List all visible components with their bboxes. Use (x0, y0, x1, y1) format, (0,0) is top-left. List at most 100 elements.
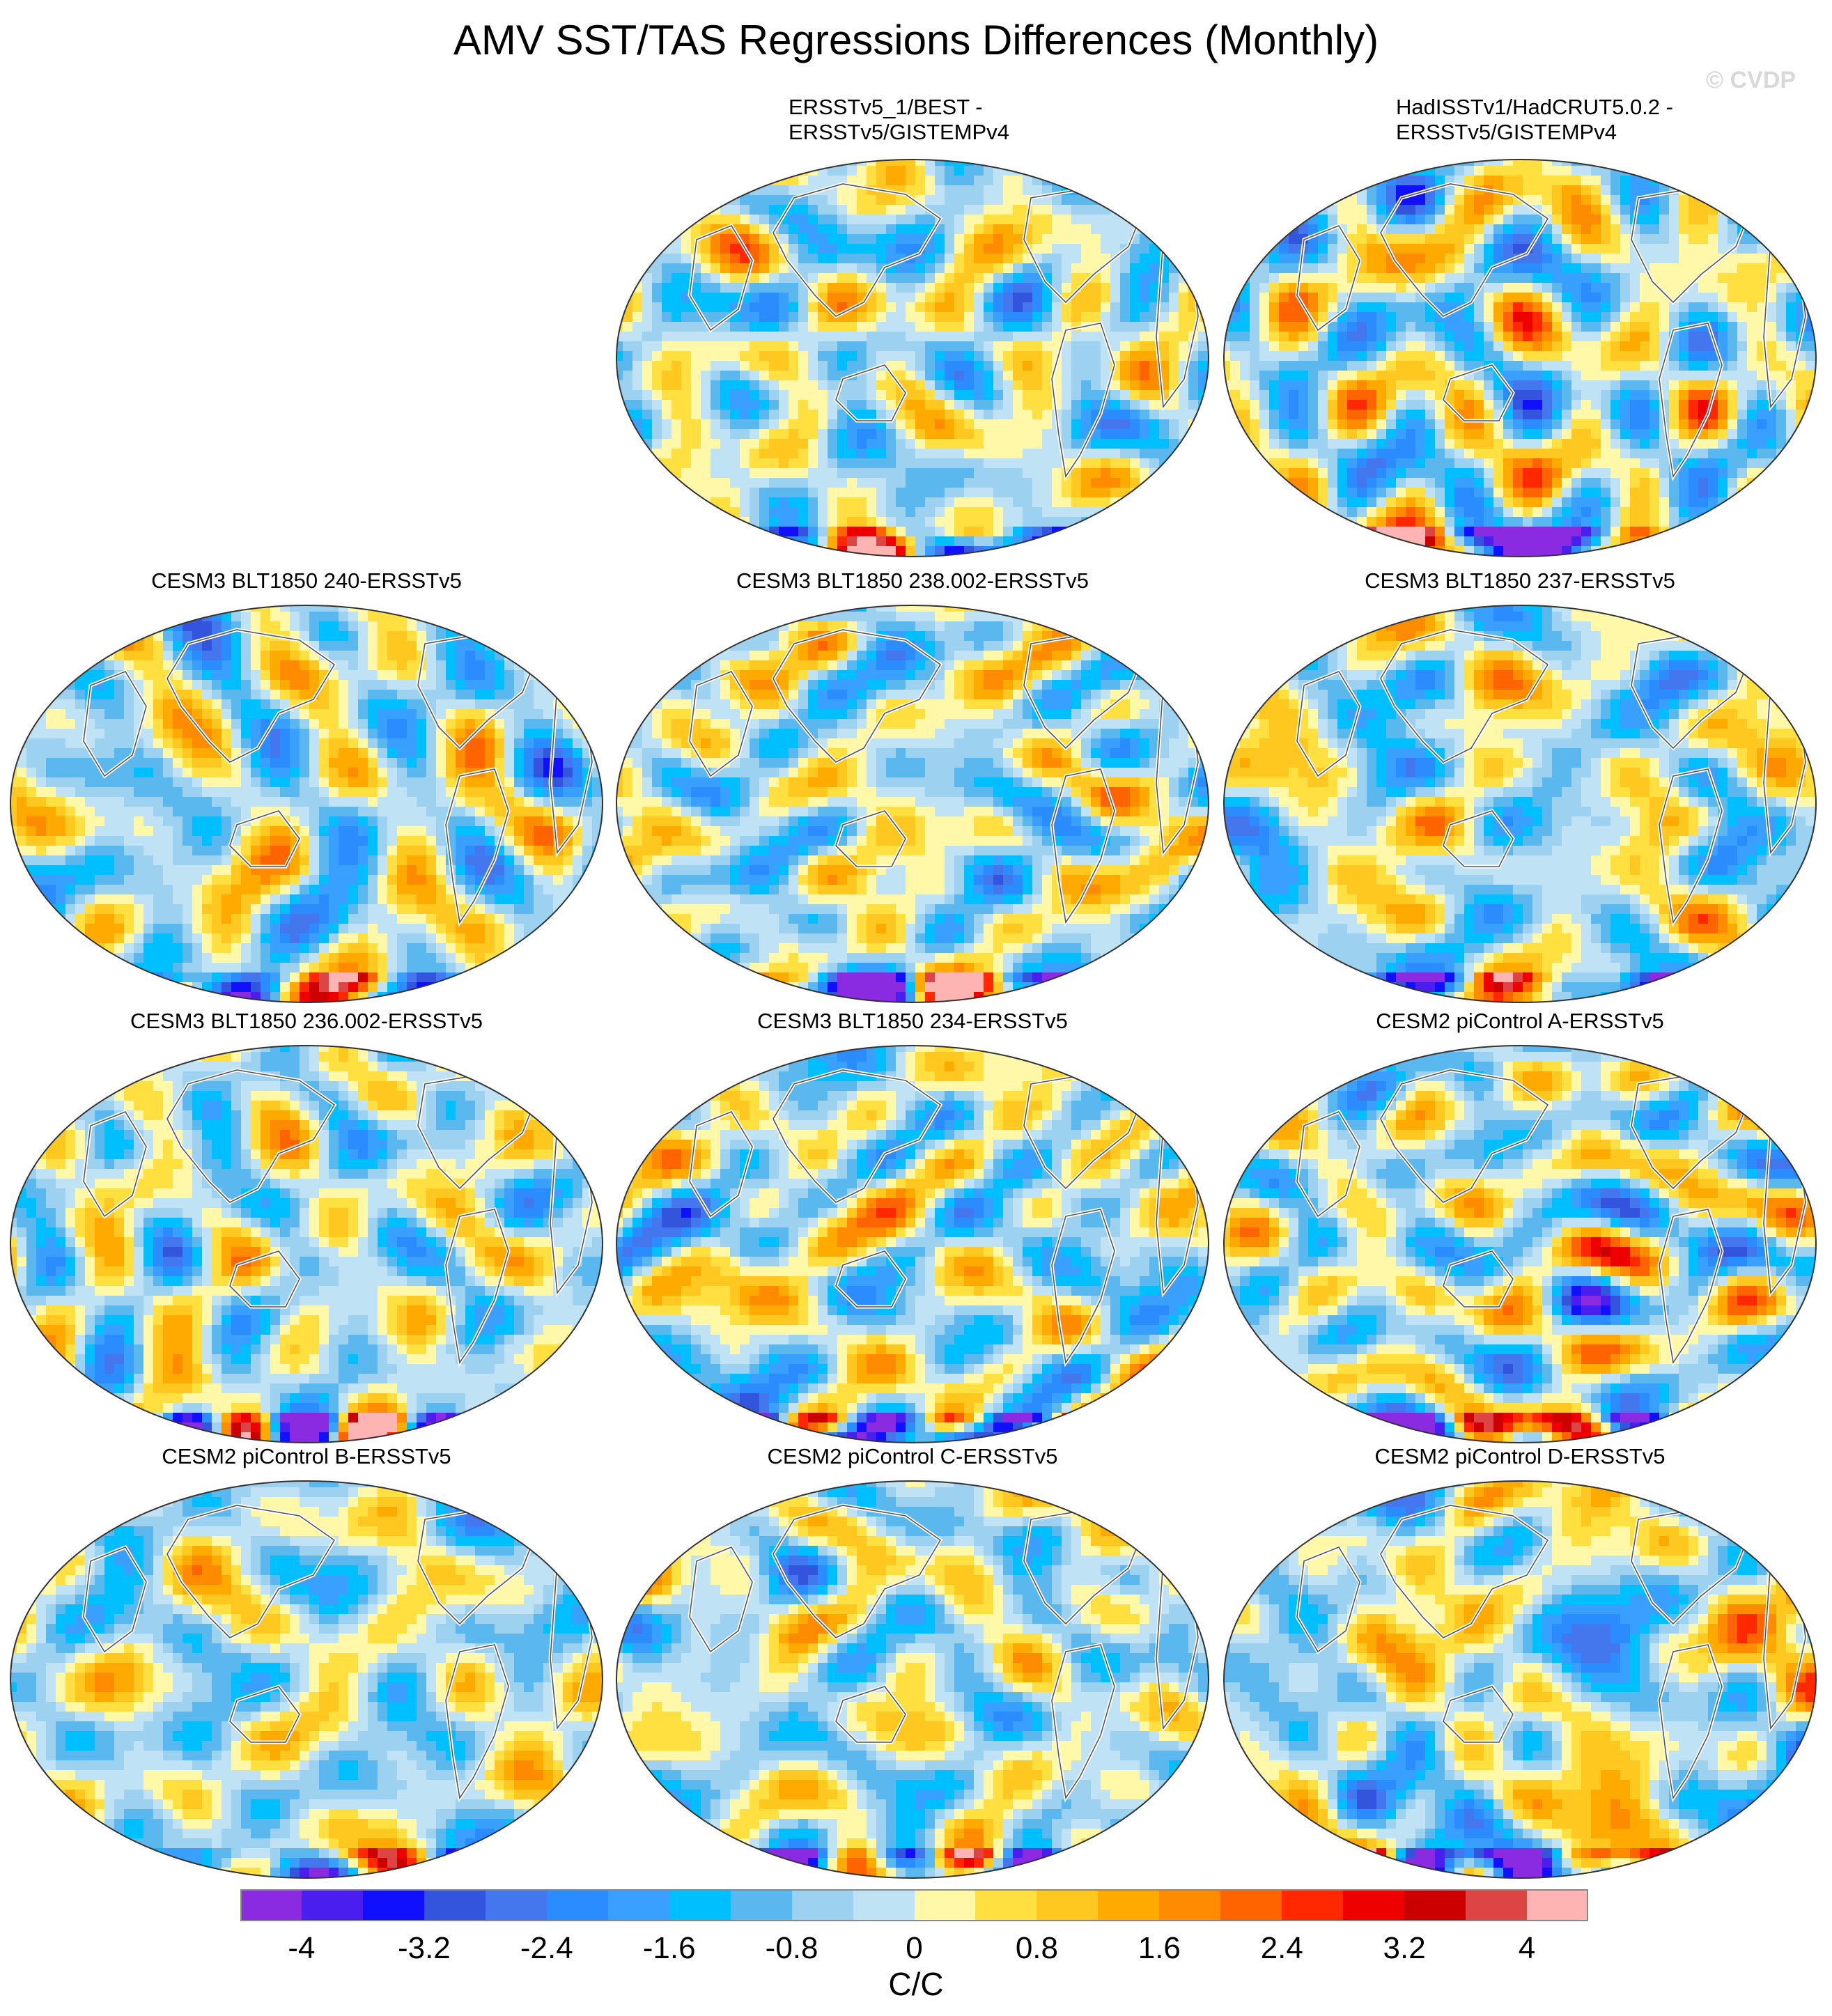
panel-title: CESM2 piControl B-ERSSTv5 (7, 1444, 606, 1469)
map-panel: CESM2 piControl B-ERSSTv5 (7, 1444, 606, 1890)
panel-title: ERSSTv5_1/BEST - ERSSTv5/GISTEMPv4 (789, 95, 1206, 145)
map-panel: CESM3 BLT1850 237-ERSSTv5 (1220, 568, 1819, 1014)
colorbar-cell (362, 1889, 425, 1921)
world-map (1223, 605, 1817, 1003)
world-map (10, 1480, 603, 1879)
colorbar-cell (485, 1889, 548, 1921)
panel-title: HadISSTv1/HadCRUT5.0.2 - ERSSTv5/GISTEMPv… (1396, 95, 1814, 145)
colorbar-tick-label: -4 (288, 1931, 315, 1966)
colorbar-tick-label: -1.6 (643, 1931, 696, 1966)
world-map (616, 605, 1209, 1003)
anomaly-field (616, 1481, 1209, 1878)
world-map (616, 1480, 1209, 1879)
panel-title-line: ERSSTv5_1/BEST - (789, 95, 1206, 120)
colorbar-cell (1037, 1889, 1099, 1921)
cvdp-watermark: © CVDP (1706, 67, 1796, 94)
panel-title: CESM2 piControl C-ERSSTv5 (613, 1444, 1212, 1469)
panel-title: CESM3 BLT1850 238.002-ERSSTv5 (613, 568, 1212, 594)
map-panel: CESM3 BLT1850 234-ERSSTv5 (613, 1009, 1212, 1455)
colorbar-cell (301, 1889, 364, 1921)
map-border (1223, 1045, 1817, 1443)
panel-title-line: ERSSTv5/GISTEMPv4 (1396, 120, 1814, 145)
panel-title-line: CESM3 BLT1850 237-ERSSTv5 (1220, 568, 1819, 594)
anomaly-field (10, 605, 603, 1002)
colorbar-tick-label: 0 (906, 1931, 922, 1966)
world-map (1223, 1480, 1817, 1879)
panel-title-line: CESM3 BLT1850 240-ERSSTv5 (7, 568, 606, 594)
panel-title-line: CESM2 piControl A-ERSSTv5 (1220, 1009, 1819, 1034)
map-panel: ERSSTv5_1/BEST - ERSSTv5/GISTEMPv4 (613, 95, 1212, 557)
panel-title: CESM3 BLT1850 240-ERSSTv5 (7, 568, 606, 594)
colorbar-cell (791, 1889, 854, 1921)
anomaly-field (10, 1481, 603, 1878)
colorbar-cell (730, 1889, 793, 1921)
panel-title: CESM3 BLT1850 236.002-ERSSTv5 (7, 1009, 606, 1034)
anomaly-field (1224, 160, 1816, 557)
colorbar-cell (975, 1889, 1037, 1921)
coastlines (688, 628, 1200, 927)
panel-title-line: ERSSTv5/GISTEMPv4 (789, 120, 1206, 145)
coastlines (81, 1068, 594, 1367)
map-panel: CESM3 BLT1850 238.002-ERSSTv5 (613, 568, 1212, 1014)
figure-title: AMV SST/TAS Regressions Differences (Mon… (0, 15, 1832, 65)
colorbar-tick-label: -2.4 (520, 1931, 573, 1966)
map-panel: CESM2 piControl C-ERSSTv5 (613, 1444, 1212, 1890)
colorbar-cell (424, 1889, 486, 1921)
anomaly-field (616, 605, 1209, 1002)
anomaly-field (616, 160, 1209, 557)
world-map (616, 159, 1209, 557)
colorbar-tick-label: 1.6 (1138, 1931, 1181, 1966)
map-panel: HadISSTv1/HadCRUT5.0.2 - ERSSTv5/GISTEMPv… (1220, 95, 1819, 557)
colorbar-tick-label: 0.8 (1016, 1931, 1058, 1966)
coastlines (1295, 1068, 1808, 1367)
colorbar-cell (1343, 1889, 1405, 1921)
colorbar-units: C/C (0, 1964, 1832, 2003)
panel-title-line: CESM3 BLT1850 236.002-ERSSTv5 (7, 1009, 606, 1034)
colorbar-cell (669, 1889, 731, 1921)
map-border (616, 605, 1209, 1003)
map-border (1223, 159, 1817, 557)
map-border (616, 159, 1209, 557)
colorbar-tick-label: 4 (1519, 1931, 1535, 1966)
map-border (10, 1045, 603, 1443)
panel-title: CESM3 BLT1850 234-ERSSTv5 (613, 1009, 1212, 1034)
colorbar (240, 1889, 1589, 1921)
map-panel: CESM2 piControl A-ERSSTv5 (1220, 1009, 1819, 1455)
colorbar-cell (1282, 1889, 1344, 1921)
map-panel: CESM2 piControl D-ERSSTv5 (1220, 1444, 1819, 1890)
map-border (10, 1480, 603, 1879)
map-panel: CESM3 BLT1850 236.002-ERSSTv5 (7, 1009, 606, 1455)
anomaly-field (1224, 1046, 1816, 1443)
colorbar-cell (1159, 1889, 1221, 1921)
colorbar-tick-label: 3.2 (1383, 1931, 1426, 1966)
map-border (10, 605, 603, 1003)
colorbar-cell (1404, 1889, 1466, 1921)
panel-title-line: CESM3 BLT1850 234-ERSSTv5 (613, 1009, 1212, 1034)
world-map (1223, 1045, 1817, 1443)
world-map (10, 1045, 603, 1443)
panel-title-line: CESM3 BLT1850 238.002-ERSSTv5 (613, 568, 1212, 594)
map-border (616, 1480, 1209, 1879)
panel-title: CESM2 piControl D-ERSSTv5 (1220, 1444, 1819, 1469)
colorbar-cell (1466, 1889, 1528, 1921)
colorbar-cell (1098, 1889, 1160, 1921)
colorbar-cell (1527, 1889, 1589, 1921)
colorbar-cell (853, 1889, 915, 1921)
colorbar-tick-label: 2.4 (1261, 1931, 1303, 1966)
coastlines (688, 1068, 1200, 1367)
anomaly-field (616, 1046, 1209, 1443)
anomaly-field (1224, 605, 1816, 1002)
colorbar-tick-label: -3.2 (398, 1931, 451, 1966)
anomaly-field (10, 1046, 603, 1443)
world-map (10, 605, 603, 1003)
colorbar-cell (914, 1889, 976, 1921)
panel-title-line: CESM2 piControl B-ERSSTv5 (7, 1444, 606, 1469)
panel-title-line: CESM2 piControl C-ERSSTv5 (613, 1444, 1212, 1469)
panel-title-line: HadISSTv1/HadCRUT5.0.2 - (1396, 95, 1814, 120)
map-border (616, 1045, 1209, 1443)
world-map (616, 1045, 1209, 1443)
map-panel: CESM3 BLT1850 240-ERSSTv5 (7, 568, 606, 1014)
colorbar-tick-label: -0.8 (766, 1931, 818, 1966)
world-map (1223, 159, 1817, 557)
colorbar-cell (607, 1889, 670, 1921)
